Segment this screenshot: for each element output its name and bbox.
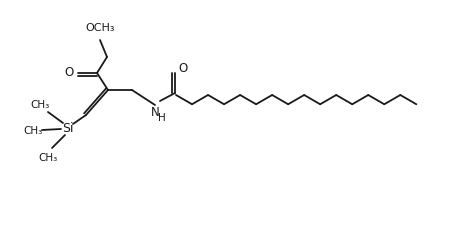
Text: O: O xyxy=(178,61,187,74)
Text: N: N xyxy=(150,107,159,120)
Text: O: O xyxy=(64,67,73,80)
Text: Si: Si xyxy=(62,121,74,134)
Text: H: H xyxy=(158,113,166,123)
Text: OCH₃: OCH₃ xyxy=(85,23,115,33)
Text: CH₃: CH₃ xyxy=(38,153,57,163)
Text: CH₃: CH₃ xyxy=(23,126,42,136)
Text: CH₃: CH₃ xyxy=(30,100,50,110)
